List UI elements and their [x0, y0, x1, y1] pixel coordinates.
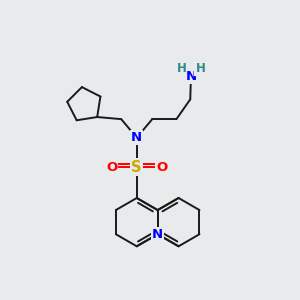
Text: N: N — [131, 131, 142, 144]
Text: N: N — [185, 70, 197, 83]
Text: H: H — [176, 62, 186, 75]
Text: N: N — [152, 228, 163, 241]
Text: O: O — [156, 160, 167, 174]
Text: S: S — [131, 160, 142, 175]
Text: H: H — [195, 62, 205, 75]
Text: O: O — [106, 160, 117, 174]
